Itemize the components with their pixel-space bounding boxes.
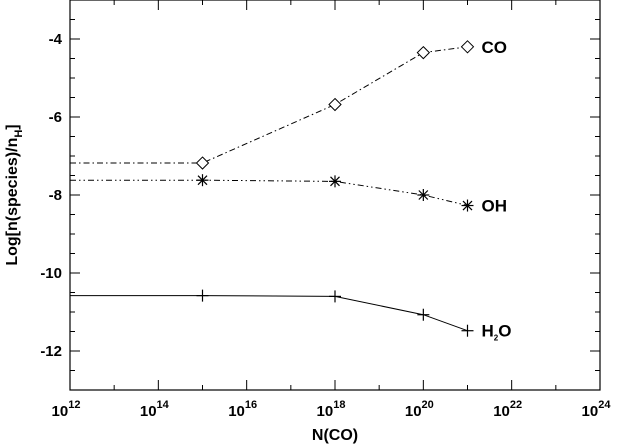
x-tick-label-exponent: 12: [68, 399, 80, 411]
plot-area: [69, 0, 601, 391]
series-label-subscript: 2: [494, 334, 499, 343]
x-tick-label-base: 10: [228, 403, 245, 420]
x-tick-label-base: 10: [317, 403, 334, 420]
x-axis-title: N(CO): [312, 427, 358, 444]
asterisk-marker: [461, 199, 474, 212]
x-tick-label-base: 10: [52, 403, 69, 420]
series-label: CO: [482, 38, 508, 57]
y-axis-title-close: ]: [4, 124, 21, 129]
diamond-marker: [328, 97, 342, 112]
series-label-main: CO: [482, 38, 508, 57]
x-tick-label: 1020: [405, 399, 434, 420]
plus-marker: [417, 308, 430, 321]
x-tick-labels: 1012 1014 1016 1018 1020 1022 1024: [52, 399, 612, 420]
y-tick-label: -10: [40, 265, 62, 282]
diamond-marker: [460, 40, 475, 54]
y-tick-labels: -4 -6 -8 -10 -12: [40, 31, 62, 360]
y-axis-title-main: Log[n(species)/n: [4, 138, 21, 266]
plus-marker: [461, 324, 474, 337]
series-label: OH: [482, 197, 508, 216]
asterisk-marker: [196, 174, 209, 187]
series-label-tail: O: [498, 322, 511, 341]
series-line: [70, 295, 468, 332]
x-tick-label-base: 10: [405, 403, 422, 420]
x-tick-label: 1018: [317, 399, 346, 420]
x-tick-label-exponent: 14: [157, 399, 170, 411]
x-tick-label-exponent: 16: [245, 399, 257, 411]
series-lines: [70, 46, 468, 332]
asterisk-stroke: [330, 176, 340, 187]
y-tick-label: -6: [49, 109, 62, 126]
series-line: [70, 179, 468, 206]
x-tick-label: 1014: [140, 399, 170, 420]
series-label-main: H: [482, 322, 494, 341]
asterisk-marker: [417, 189, 430, 201]
y-axis-title: Log[n(species)/nH]: [4, 124, 25, 265]
x-tick-label: 1024: [582, 399, 612, 420]
x-tick-label-exponent: 24: [598, 399, 611, 411]
series-label-main: OH: [482, 197, 508, 216]
diamond-marker: [195, 156, 210, 170]
x-tick-label-base: 10: [140, 403, 157, 420]
y-tick-label: -4: [49, 31, 63, 48]
series-markers: [195, 40, 475, 337]
axis-ticks: [69, 0, 601, 391]
diamond-marker: [416, 45, 431, 60]
y-tick-label: -8: [49, 187, 62, 204]
plot-frame: [69, 0, 601, 391]
asterisk-marker: [329, 175, 341, 188]
x-tick-label-base: 10: [493, 403, 510, 420]
x-tick-label: 1016: [228, 399, 257, 420]
y-tick-label: -12: [40, 343, 62, 360]
x-tick-label-exponent: 18: [333, 399, 345, 411]
x-tick-label: 1022: [493, 399, 522, 420]
x-tick-label: 1012: [52, 399, 81, 420]
x-tick-label-base: 10: [582, 403, 599, 420]
asterisk-stroke: [462, 200, 473, 211]
x-tick-label-exponent: 20: [422, 399, 434, 411]
series-line: [70, 46, 468, 164]
y-axis-title-sub: H: [13, 130, 25, 138]
plus-marker: [196, 289, 209, 302]
x-tick-label-exponent: 22: [510, 399, 522, 411]
asterisk-stroke: [197, 175, 208, 186]
asterisk-stroke: [418, 190, 429, 200]
plus-marker: [329, 290, 341, 303]
series-label: H2O: [482, 322, 512, 343]
